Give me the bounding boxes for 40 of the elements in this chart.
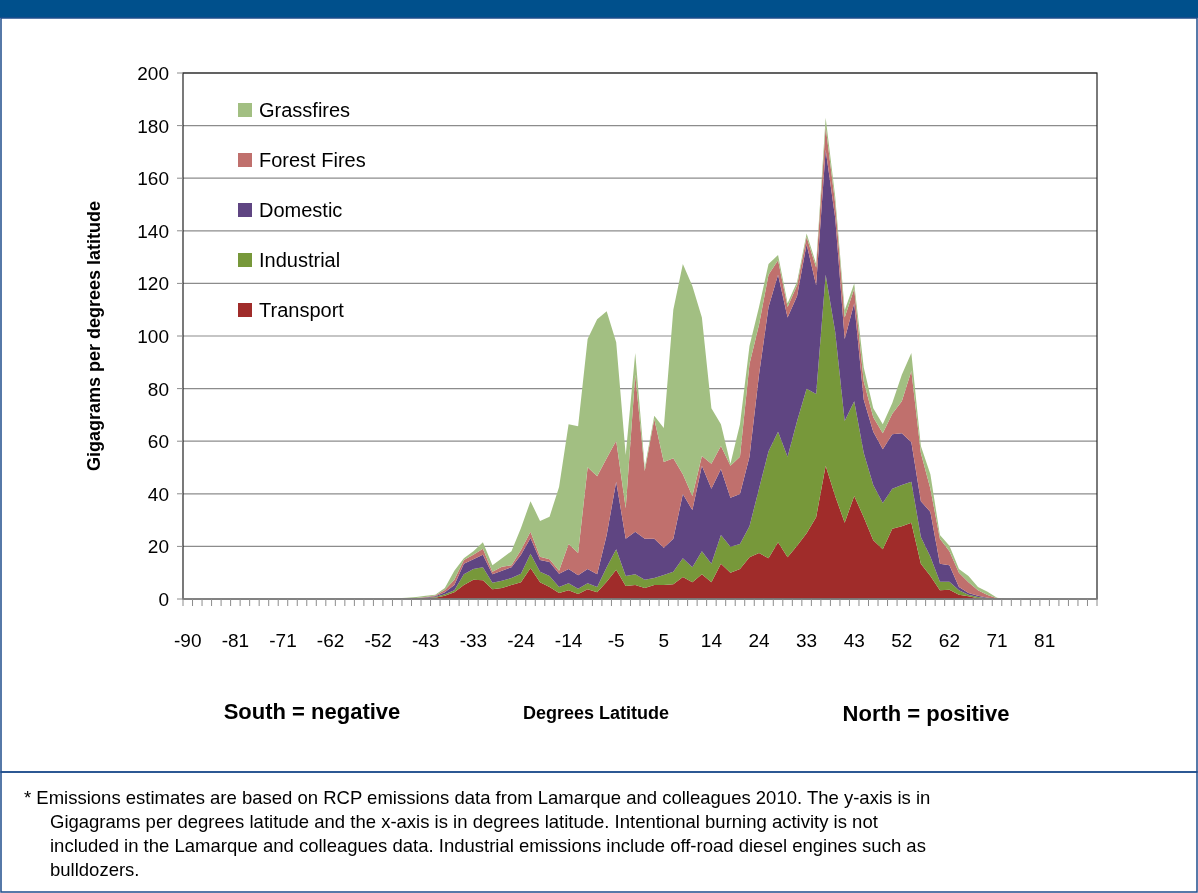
x-tick-label: 24 (748, 630, 771, 651)
x-tick-label: 43 (843, 630, 865, 651)
y-tick-label: 160 (137, 168, 169, 190)
x-tick-label: 81 (1034, 630, 1056, 651)
x-tick-label: -81 (221, 630, 250, 651)
y-tick-label: 0 (158, 589, 169, 610)
y-tick-label: 20 (147, 536, 169, 558)
x-tick-label: -5 (607, 630, 625, 651)
legend-label: Domestic (259, 199, 343, 221)
x-tick-label: -62 (316, 630, 345, 651)
y-tick-label: 120 (137, 273, 169, 295)
x-tick-label: 71 (986, 630, 1008, 651)
x-tick-label: -71 (269, 630, 297, 651)
y-tick-label: 200 (137, 63, 169, 84)
x-tick-label: -43 (412, 630, 440, 651)
text: * Emissions estimates are based on RCP emissions data from Lamarque and colleagues 2010. The y-axis is in Gigagrams per degrees latitude and the x-axis is in degrees latitude. Intentional burning activity is not included in the Lamarque and colleagues data. Industrial emissions include off-road diesel engines such as bulldozers. (24, 787, 931, 880)
y-tick-label: 100 (137, 326, 169, 347)
legend-label: Industrial (259, 249, 341, 271)
y-tick-label: 80 (147, 378, 169, 400)
x-tick-label: -33 (459, 630, 488, 651)
legend-label: Grassfires (259, 99, 351, 121)
legend-label: Forest Fires (259, 149, 366, 171)
y-tick-label: 180 (137, 115, 169, 137)
y-tick-label: 60 (147, 431, 169, 453)
x-tick-label: -52 (364, 630, 392, 651)
legend-label: Transport (259, 299, 345, 321)
x-tick-label: 14 (700, 630, 723, 651)
x-tick-label: -90 (174, 630, 202, 651)
x-axis-title: Degrees Latitude (522, 703, 670, 723)
y-tick-label: 40 (147, 483, 169, 505)
y-tick-label: 140 (137, 220, 169, 242)
y-axis-title: Gigagrams per degrees latitude (84, 200, 104, 472)
x-tick-label: -14 (554, 630, 583, 651)
x-tick-label: 33 (796, 630, 818, 651)
x-tick-label: -24 (507, 630, 536, 651)
x-tick-label: 62 (938, 630, 960, 651)
x-tick-label: 5 (658, 630, 670, 651)
text: South = negative (223, 699, 401, 724)
text: North = positive (842, 701, 1010, 726)
x-tick-label: 52 (891, 630, 913, 651)
